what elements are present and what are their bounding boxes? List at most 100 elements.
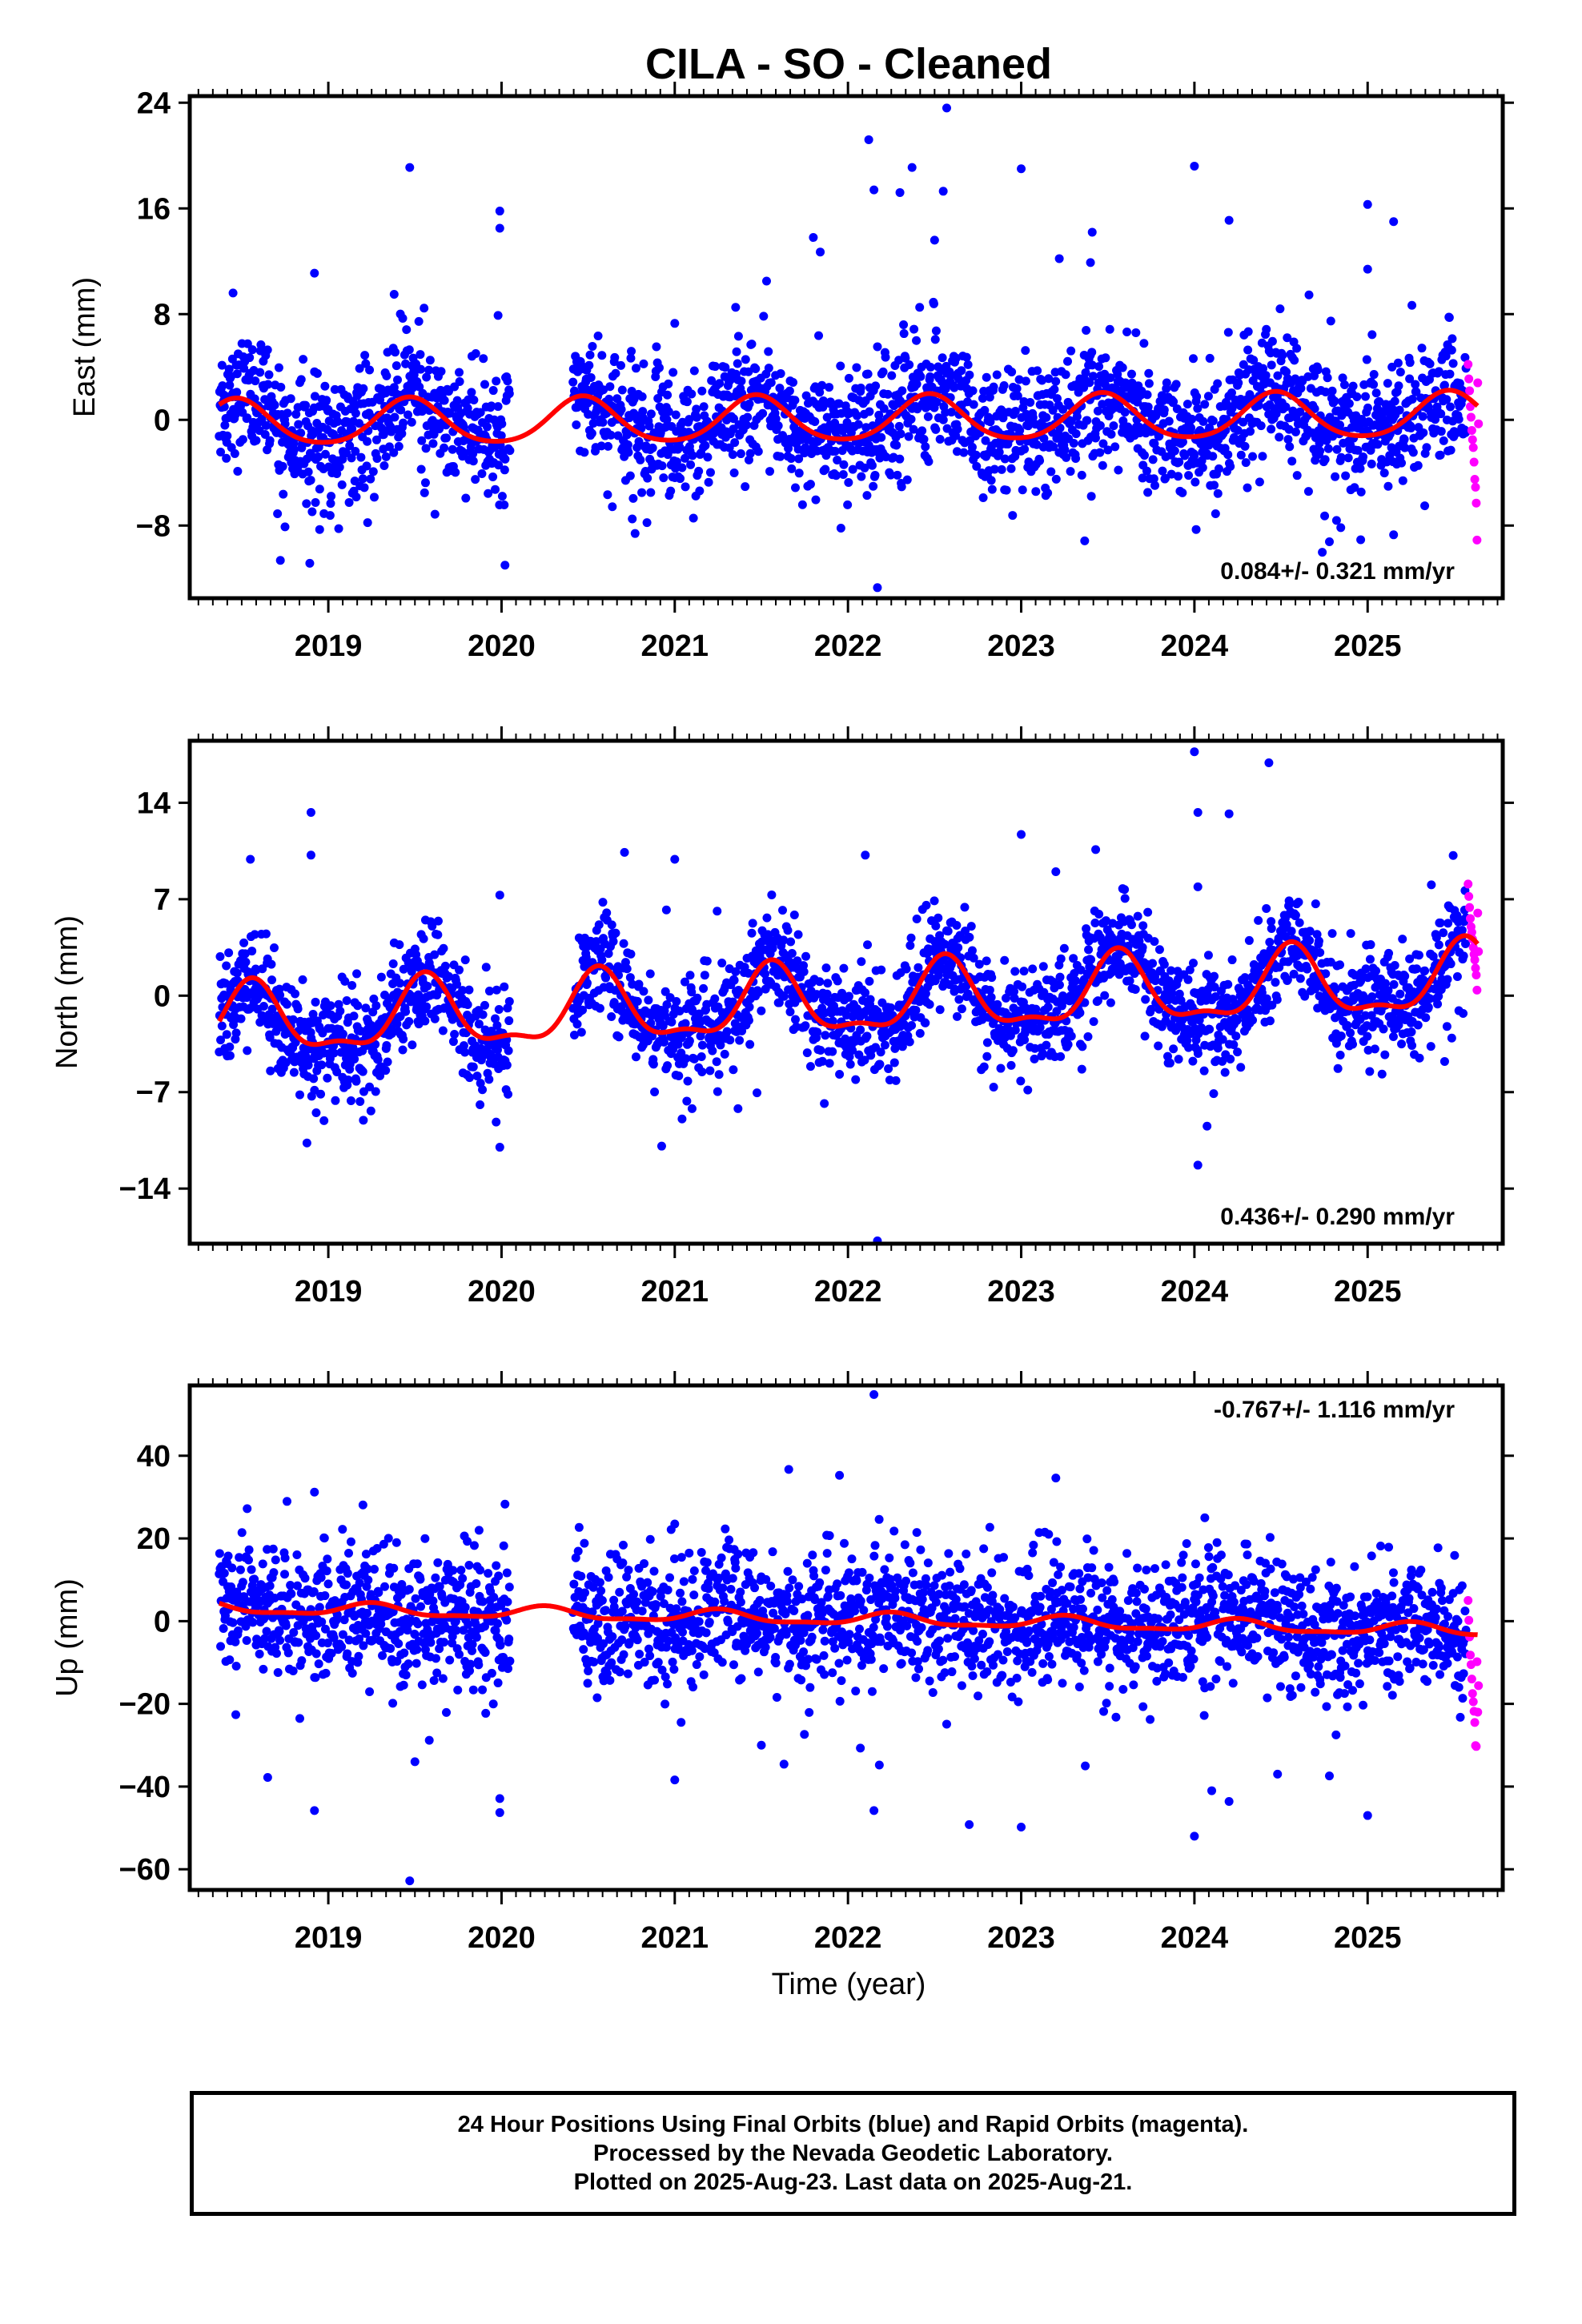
final-orbit-point <box>398 1045 408 1055</box>
final-orbit-point <box>414 316 424 326</box>
final-orbit-point <box>630 529 640 538</box>
final-orbit-point <box>382 371 391 380</box>
final-orbit-point <box>935 1005 945 1015</box>
final-orbit-point <box>905 1037 914 1047</box>
final-orbit-point <box>1087 360 1097 370</box>
final-orbit-point <box>381 1066 391 1076</box>
final-orbit-point <box>839 460 849 469</box>
final-orbit-point <box>265 1032 275 1042</box>
rapid-orbit-point <box>1472 498 1481 508</box>
final-orbit-point <box>401 1007 411 1016</box>
final-orbit-point <box>687 389 697 399</box>
final-orbit-outlier <box>938 187 948 196</box>
final-orbit-point <box>886 470 896 480</box>
final-orbit-point <box>222 961 231 971</box>
final-orbit-point <box>905 360 914 369</box>
final-orbit-point <box>351 1076 361 1086</box>
final-orbit-point <box>422 1002 432 1011</box>
final-orbit-point <box>611 928 620 938</box>
final-orbit-point <box>1435 450 1445 460</box>
x-tick-label: 2021 <box>641 629 709 663</box>
final-orbit-point <box>801 391 811 400</box>
final-orbit-point <box>848 464 857 474</box>
final-orbit-point <box>476 1100 485 1110</box>
final-orbit-point <box>476 408 485 417</box>
final-orbit-point <box>659 473 669 483</box>
final-orbit-point <box>822 412 832 422</box>
final-orbit-point <box>1138 943 1147 952</box>
final-orbit-point <box>1042 1040 1051 1050</box>
final-orbit-point <box>697 1067 707 1076</box>
final-orbit-point <box>1015 425 1025 435</box>
final-orbit-point <box>862 1031 872 1041</box>
final-orbit-point <box>616 360 626 370</box>
final-orbit-point <box>371 1001 381 1011</box>
final-orbit-point <box>1332 444 1342 454</box>
final-orbit-point <box>1094 910 1104 919</box>
final-orbit-point <box>340 976 350 986</box>
final-orbit-point <box>611 368 620 378</box>
final-orbit-point <box>921 1018 930 1027</box>
final-orbit-point <box>1291 427 1300 436</box>
final-orbit-point <box>269 943 279 952</box>
final-orbit-point <box>1106 373 1115 383</box>
final-orbit-point <box>1118 363 1127 372</box>
final-orbit-point <box>1081 368 1090 377</box>
chart-title: CILA - SO - Cleaned <box>645 40 1052 88</box>
final-orbit-point <box>414 990 424 999</box>
final-orbit-point <box>344 497 354 507</box>
final-orbit-point <box>1021 376 1030 386</box>
final-orbit-point <box>901 964 911 974</box>
final-orbit-point <box>243 1046 252 1055</box>
final-orbit-point <box>1023 1085 1033 1095</box>
final-orbit-point <box>492 985 501 995</box>
final-orbit-point <box>494 460 504 470</box>
final-orbit-point <box>825 397 835 407</box>
final-orbit-point <box>320 381 330 391</box>
final-orbit-point <box>747 928 757 938</box>
x-tick-label: 2022 <box>814 629 882 663</box>
final-orbit-point <box>1283 333 1292 343</box>
final-orbit-point <box>972 461 982 471</box>
final-orbit-point <box>1283 435 1293 444</box>
final-orbit-point <box>1336 1031 1346 1041</box>
final-orbit-point <box>416 464 426 474</box>
final-orbit-point <box>1018 982 1027 991</box>
final-orbit-point <box>1326 316 1335 326</box>
final-orbit-point <box>291 409 301 419</box>
final-orbit-point <box>1447 334 1457 344</box>
final-orbit-point <box>862 491 872 501</box>
final-orbit-outlier <box>1017 164 1026 174</box>
final-orbit-point <box>1324 537 1334 546</box>
final-orbit-point <box>1174 1055 1183 1064</box>
final-orbit-point <box>1383 379 1392 388</box>
final-orbit-outlier <box>495 207 504 216</box>
final-orbit-point <box>1303 487 1313 497</box>
final-orbit-point <box>923 412 933 421</box>
final-orbit-point <box>383 1057 392 1067</box>
final-orbit-point <box>1369 380 1379 389</box>
final-orbit-point <box>957 1004 966 1014</box>
y-axis-label: East (mm) <box>68 277 102 417</box>
final-orbit-point <box>420 304 429 313</box>
final-orbit-point <box>366 1106 375 1116</box>
final-orbit-point <box>1331 472 1340 481</box>
final-orbit-point <box>267 1004 277 1014</box>
final-orbit-point <box>954 995 964 1004</box>
final-orbit-point <box>710 362 720 372</box>
final-orbit-point <box>480 1000 490 1010</box>
final-orbit-point <box>626 353 636 363</box>
final-orbit-point <box>705 1066 715 1076</box>
final-orbit-point <box>622 964 632 974</box>
final-orbit-point <box>1314 936 1323 946</box>
final-orbit-point <box>1407 300 1417 310</box>
final-orbit-point <box>825 1059 834 1068</box>
final-orbit-point <box>390 412 400 422</box>
final-orbit-point <box>261 929 271 939</box>
final-orbit-point <box>587 428 596 438</box>
final-orbit-point <box>632 996 642 1006</box>
final-orbit-point <box>1318 548 1327 557</box>
final-orbit-point <box>465 1073 475 1083</box>
final-orbit-point <box>1016 1076 1026 1086</box>
final-orbit-point <box>1333 1063 1343 1073</box>
